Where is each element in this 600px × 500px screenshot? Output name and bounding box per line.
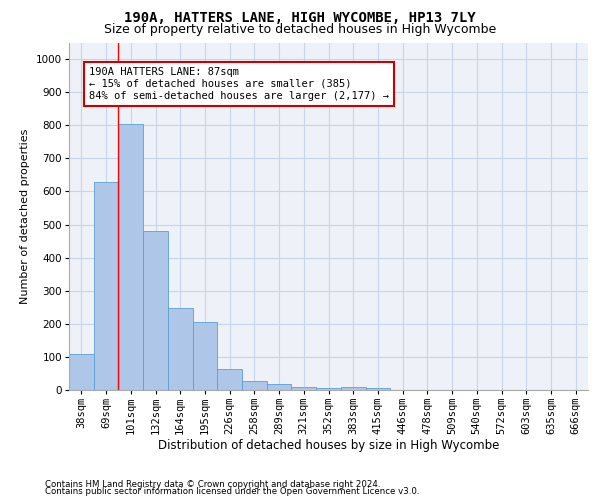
Text: 190A HATTERS LANE: 87sqm
← 15% of detached houses are smaller (385)
84% of semi-: 190A HATTERS LANE: 87sqm ← 15% of detach… <box>89 68 389 100</box>
Text: Distribution of detached houses by size in High Wycombe: Distribution of detached houses by size … <box>158 440 499 452</box>
Bar <box>341 386 365 390</box>
Bar <box>217 369 242 390</box>
Text: Contains public sector information licensed under the Open Government Licence v3: Contains public sector information licen… <box>45 487 419 496</box>
Bar <box>168 308 193 390</box>
Y-axis label: Number of detached properties: Number of detached properties <box>20 128 31 304</box>
Bar <box>94 182 118 390</box>
Bar <box>118 124 143 390</box>
Text: Contains HM Land Registry data © Crown copyright and database right 2024.: Contains HM Land Registry data © Crown c… <box>45 480 380 489</box>
Bar <box>267 384 292 390</box>
Text: Size of property relative to detached houses in High Wycombe: Size of property relative to detached ho… <box>104 22 496 36</box>
Text: 190A, HATTERS LANE, HIGH WYCOMBE, HP13 7LY: 190A, HATTERS LANE, HIGH WYCOMBE, HP13 7… <box>124 11 476 25</box>
Bar <box>242 382 267 390</box>
Bar <box>316 388 341 390</box>
Bar <box>143 231 168 390</box>
Bar <box>69 354 94 390</box>
Bar <box>365 388 390 390</box>
Bar <box>292 386 316 390</box>
Bar <box>193 322 217 390</box>
